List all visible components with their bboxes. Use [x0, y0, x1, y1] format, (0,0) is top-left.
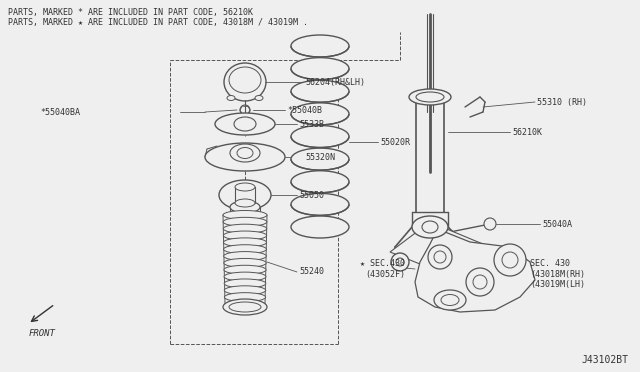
Ellipse shape — [416, 92, 444, 102]
Ellipse shape — [441, 295, 459, 305]
Circle shape — [466, 268, 494, 296]
Text: 5533B: 5533B — [299, 119, 324, 128]
Polygon shape — [415, 224, 535, 312]
Ellipse shape — [235, 183, 255, 191]
Text: 55020R: 55020R — [380, 138, 410, 147]
Ellipse shape — [229, 67, 261, 93]
Bar — [235, 187, 255, 203]
Circle shape — [428, 245, 452, 269]
Ellipse shape — [227, 96, 235, 100]
Ellipse shape — [224, 251, 266, 260]
Text: 55050: 55050 — [299, 190, 324, 199]
Text: J43102BT: J43102BT — [581, 355, 628, 365]
Circle shape — [494, 244, 526, 276]
Text: 55320N: 55320N — [305, 153, 335, 161]
Ellipse shape — [224, 286, 266, 295]
Text: 55040A: 55040A — [542, 219, 572, 228]
Ellipse shape — [223, 245, 266, 254]
Ellipse shape — [224, 272, 266, 281]
Ellipse shape — [234, 117, 256, 131]
Ellipse shape — [412, 216, 448, 238]
Ellipse shape — [223, 299, 267, 315]
Ellipse shape — [223, 231, 267, 240]
Text: PARTS, MARKED * ARE INCLUDED IN PART CODE, 56210K: PARTS, MARKED * ARE INCLUDED IN PART COD… — [8, 7, 253, 16]
Ellipse shape — [224, 259, 266, 267]
Ellipse shape — [396, 258, 404, 266]
Ellipse shape — [230, 144, 260, 162]
Ellipse shape — [225, 293, 266, 302]
Ellipse shape — [223, 224, 267, 233]
Ellipse shape — [291, 80, 349, 102]
Text: SEC. 430: SEC. 430 — [530, 260, 570, 269]
Ellipse shape — [422, 221, 438, 233]
Text: (43052F): (43052F) — [365, 269, 405, 279]
Text: 55310 (RH): 55310 (RH) — [537, 97, 587, 106]
Ellipse shape — [255, 96, 263, 100]
Text: ★ SEC.430: ★ SEC.430 — [360, 260, 405, 269]
Text: *55040B: *55040B — [287, 106, 322, 115]
Ellipse shape — [291, 35, 349, 57]
Ellipse shape — [224, 265, 266, 274]
Ellipse shape — [237, 148, 253, 158]
Ellipse shape — [291, 103, 349, 125]
Polygon shape — [390, 222, 490, 267]
Ellipse shape — [291, 193, 349, 215]
Text: PARTS, MARKED ★ ARE INCLUDED IN PART CODE, 43018M / 43019M .: PARTS, MARKED ★ ARE INCLUDED IN PART COD… — [8, 17, 308, 26]
Circle shape — [434, 251, 446, 263]
Circle shape — [240, 105, 250, 115]
Ellipse shape — [291, 171, 349, 193]
Circle shape — [473, 275, 487, 289]
Ellipse shape — [205, 143, 285, 171]
Text: 55240: 55240 — [299, 267, 324, 276]
Ellipse shape — [391, 253, 409, 271]
Ellipse shape — [230, 201, 260, 213]
Ellipse shape — [223, 217, 267, 226]
Ellipse shape — [229, 302, 261, 312]
Text: 56204(RH&LH): 56204(RH&LH) — [305, 77, 365, 87]
Text: (43018M(RH): (43018M(RH) — [530, 269, 585, 279]
Ellipse shape — [215, 113, 275, 135]
Text: *55040BA: *55040BA — [40, 108, 80, 116]
Ellipse shape — [224, 63, 266, 101]
Ellipse shape — [291, 148, 349, 170]
Ellipse shape — [291, 125, 349, 148]
Ellipse shape — [224, 279, 266, 288]
Ellipse shape — [291, 216, 349, 238]
Ellipse shape — [223, 238, 266, 247]
Ellipse shape — [291, 58, 349, 80]
Ellipse shape — [235, 199, 255, 207]
Circle shape — [484, 218, 496, 230]
Text: FRONT: FRONT — [29, 330, 56, 339]
Circle shape — [502, 252, 518, 268]
Ellipse shape — [223, 211, 267, 219]
Ellipse shape — [409, 89, 451, 105]
Ellipse shape — [219, 180, 271, 210]
Text: 56210K: 56210K — [512, 128, 542, 137]
Text: (43019M(LH): (43019M(LH) — [530, 279, 585, 289]
Ellipse shape — [434, 290, 466, 310]
